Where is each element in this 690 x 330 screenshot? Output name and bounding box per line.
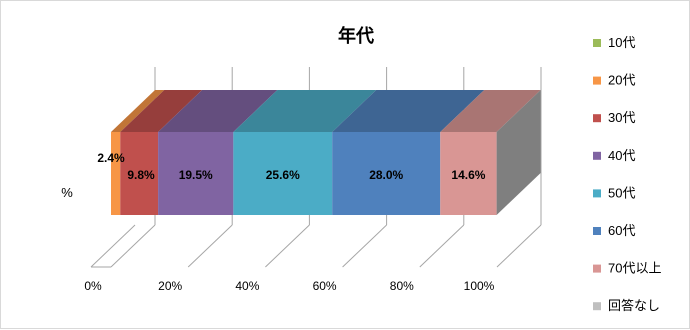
x-tick-label: 20% xyxy=(158,279,182,293)
category-label: % xyxy=(61,185,73,200)
bar-top-50代 xyxy=(233,90,377,132)
legend-swatch-60代 xyxy=(593,227,601,235)
legend-label-回答なし: 回答なし xyxy=(608,298,660,313)
data-label-40代: 19.5% xyxy=(179,168,213,182)
x-tick-label: 60% xyxy=(313,279,337,293)
legend-swatch-30代 xyxy=(593,114,601,123)
legend-label-50代: 50代 xyxy=(608,185,635,200)
bar-segment-70代以上 xyxy=(440,132,497,215)
x-axis: 0% 20% 40% 60% 80% 100% xyxy=(84,279,494,293)
bar-top-60代 xyxy=(332,90,485,132)
bar-segment-20代 xyxy=(111,132,121,215)
legend-label-20代: 20代 xyxy=(608,73,635,88)
bar-segment-50代 xyxy=(233,132,333,215)
data-label-20代: 2.4% xyxy=(97,151,125,165)
data-labels: 2.4%9.8% 19.5% 25.6% 28.0% 14.6% xyxy=(97,151,485,182)
gridline-floor xyxy=(342,224,387,268)
legend-label-10代: 10代 xyxy=(608,35,635,50)
x-tick-label: 80% xyxy=(390,279,414,293)
legend-swatch-回答なし xyxy=(593,302,601,311)
gridline-floor xyxy=(110,224,156,268)
legend-label-60代: 60代 xyxy=(608,223,635,238)
legend-label-30代: 30代 xyxy=(608,110,635,125)
legend-swatch-50代 xyxy=(593,189,601,198)
bar-side-face xyxy=(496,90,541,215)
x-tick-label: 40% xyxy=(235,279,259,293)
x-tick-label: 100% xyxy=(464,279,495,293)
data-label-70代以上: 14.6% xyxy=(451,168,485,182)
bar-top-20代 xyxy=(111,90,165,132)
data-label-30代: 9.8% xyxy=(127,168,155,182)
floor-edge xyxy=(90,224,136,268)
bar-top-40代 xyxy=(158,90,278,132)
bar-segment-30代 xyxy=(120,132,159,215)
legend-swatch-10代 xyxy=(593,39,601,47)
bar-top-30代 xyxy=(120,90,203,132)
bar-segment-60代 xyxy=(332,132,441,215)
legend-swatch-20代 xyxy=(593,76,601,85)
data-label-50代: 25.6% xyxy=(266,168,300,182)
gridline-floor xyxy=(419,224,465,268)
gridline-floor xyxy=(265,224,310,268)
legend-label-70代以上: 70代以上 xyxy=(608,261,661,276)
data-label-60代: 28.0% xyxy=(369,168,403,182)
bar-group xyxy=(111,90,541,215)
chart-title: 年代 xyxy=(338,25,374,46)
bar-top-70代以上 xyxy=(440,90,541,132)
legend-swatch-40代 xyxy=(593,151,601,160)
gridline-floor xyxy=(187,224,233,268)
x-tick-label: 0% xyxy=(84,279,102,293)
legend-swatch-70代以上 xyxy=(593,264,601,273)
gridline-floor xyxy=(496,224,542,268)
legend-label-40代: 40代 xyxy=(608,148,635,163)
bar-segment-40代 xyxy=(158,132,234,215)
